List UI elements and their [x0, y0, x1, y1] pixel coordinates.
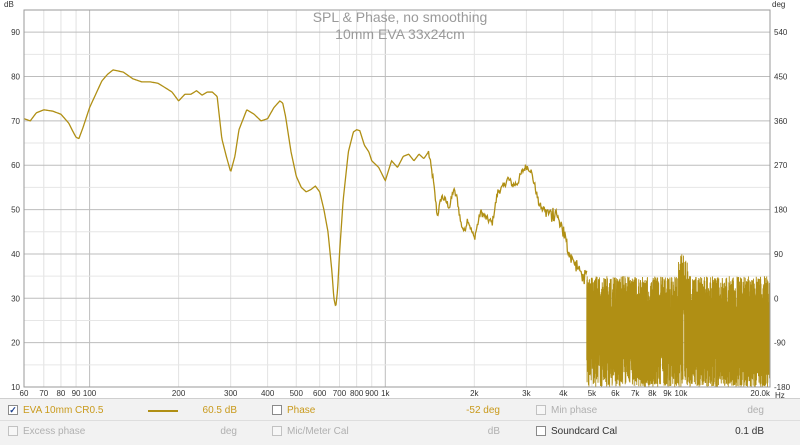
y2-tick-label: -180 [774, 383, 791, 392]
soundcard-cal-checkbox[interactable] [536, 426, 546, 436]
y-tick-label: 80 [11, 73, 20, 82]
y-tick-label: 40 [11, 250, 20, 259]
x-tick-label: 80 [56, 389, 65, 398]
soundcard-cal-toggle[interactable]: Soundcard Cal [536, 424, 617, 440]
measurement-value: 60.5 dB [202, 405, 237, 416]
x-tick-label: 1k [381, 389, 390, 398]
chart-subtitle: 10mm EVA 33x24cm [335, 26, 465, 42]
legend-divider [0, 420, 800, 421]
y-axis-unit: dB [4, 0, 14, 9]
y2-tick-label: 450 [774, 73, 788, 82]
min-phase-label: Min phase [551, 405, 598, 416]
phase-toggle[interactable]: Phase [272, 403, 315, 419]
y-tick-label: 90 [11, 28, 20, 37]
phase-label: Phase [287, 405, 316, 416]
min-phase-toggle[interactable]: Min phase [536, 403, 597, 419]
y2-tick-label: 0 [774, 294, 779, 303]
mic-cal-toggle[interactable]: Mic/Meter Cal [272, 424, 349, 440]
measurement-line-swatch [148, 410, 178, 412]
y2-axis-unit: deg [772, 0, 785, 9]
y2-tick-label: -90 [774, 339, 786, 348]
soundcard-cal-value: 0.1 dB [735, 426, 764, 437]
x-tick-label: 100 [83, 389, 97, 398]
x-tick-label: 70 [39, 389, 48, 398]
phase-value: -52 deg [466, 405, 500, 416]
chart-area: SPL & Phase, no smoothing 10mm EVA 33x24… [4, 0, 791, 398]
measurement-label: EVA 10mm CR0.5 [23, 405, 104, 416]
x-tick-label: 4k [559, 389, 568, 398]
x-tick-label: 800 [350, 389, 364, 398]
phase-checkbox[interactable] [272, 405, 282, 415]
measurement-checkbox[interactable]: ✓ [8, 405, 18, 415]
y-tick-label: 30 [11, 294, 20, 303]
y-tick-label: 10 [11, 383, 20, 392]
x-tick-label: 600 [313, 389, 327, 398]
x-tick-label: 9k [663, 389, 672, 398]
plot-frame [23, 9, 771, 388]
x-tick-label: 20.0k [750, 389, 771, 398]
min-phase-unit: deg [747, 405, 764, 416]
excess-phase-toggle[interactable]: Excess phase [8, 424, 85, 440]
mic-cal-unit: dB [487, 426, 500, 437]
y-tick-label: 50 [11, 206, 20, 215]
spl-curve-main [23, 69, 588, 307]
mic-cal-label: Mic/Meter Cal [287, 426, 349, 437]
x-tick-label: 700 [333, 389, 347, 398]
x-tick-label: 8k [648, 389, 657, 398]
y2-tick-label: 90 [774, 250, 783, 259]
x-tick-label: 500 [290, 389, 304, 398]
x-tick-label: 6k [611, 389, 620, 398]
legend-row-2: Excess phase deg Mic/Meter Cal dB Soundc… [0, 424, 800, 444]
legend-panel: ✓ EVA 10mm CR0.5 60.5 dB Phase -52 deg Mi… [0, 398, 800, 445]
y2-tick-label: 180 [774, 206, 788, 215]
spl-curve-hf-noise [586, 254, 771, 387]
plot-series [23, 69, 771, 387]
x-tick-label: 3k [522, 389, 531, 398]
x-tick-label: 7k [631, 389, 640, 398]
y-tick-label: 60 [11, 161, 20, 170]
x-tick-label: 90 [72, 389, 81, 398]
tick-labels: 10 20 30 40 50 60 70 80 90 -180 -90 0 90 180 270 360 450… [11, 28, 790, 398]
x-tick-label: 200 [172, 389, 186, 398]
y2-tick-label: 540 [774, 28, 788, 37]
x-tick-label: 400 [261, 389, 275, 398]
y-tick-label: 20 [11, 339, 20, 348]
excess-phase-label: Excess phase [23, 426, 86, 437]
y-tick-label: 70 [11, 117, 20, 126]
chart-title: SPL & Phase, no smoothing [313, 9, 488, 25]
legend-row-1: ✓ EVA 10mm CR0.5 60.5 dB Phase -52 deg Mi… [0, 403, 800, 423]
spl-phase-chart: SPL & Phase, no smoothing 10mm EVA 33x24… [4, 0, 791, 398]
soundcard-cal-label: Soundcard Cal [551, 426, 618, 437]
excess-phase-checkbox[interactable] [8, 426, 18, 436]
min-phase-checkbox[interactable] [536, 405, 546, 415]
x-tick-label: 10k [675, 389, 689, 398]
mic-cal-checkbox[interactable] [272, 426, 282, 436]
excess-phase-unit: deg [220, 426, 237, 437]
x-tick-label: 900 [365, 389, 379, 398]
x-axis-unit: Hz [775, 391, 785, 398]
x-tick-label: 2k [470, 389, 479, 398]
measurement-toggle[interactable]: ✓ EVA 10mm CR0.5 [8, 403, 103, 419]
y2-tick-label: 270 [774, 161, 788, 170]
x-tick-label: 300 [224, 389, 238, 398]
x-tick-label: 5k [588, 389, 597, 398]
y2-tick-label: 360 [774, 117, 788, 126]
x-tick-label: 60 [20, 389, 29, 398]
